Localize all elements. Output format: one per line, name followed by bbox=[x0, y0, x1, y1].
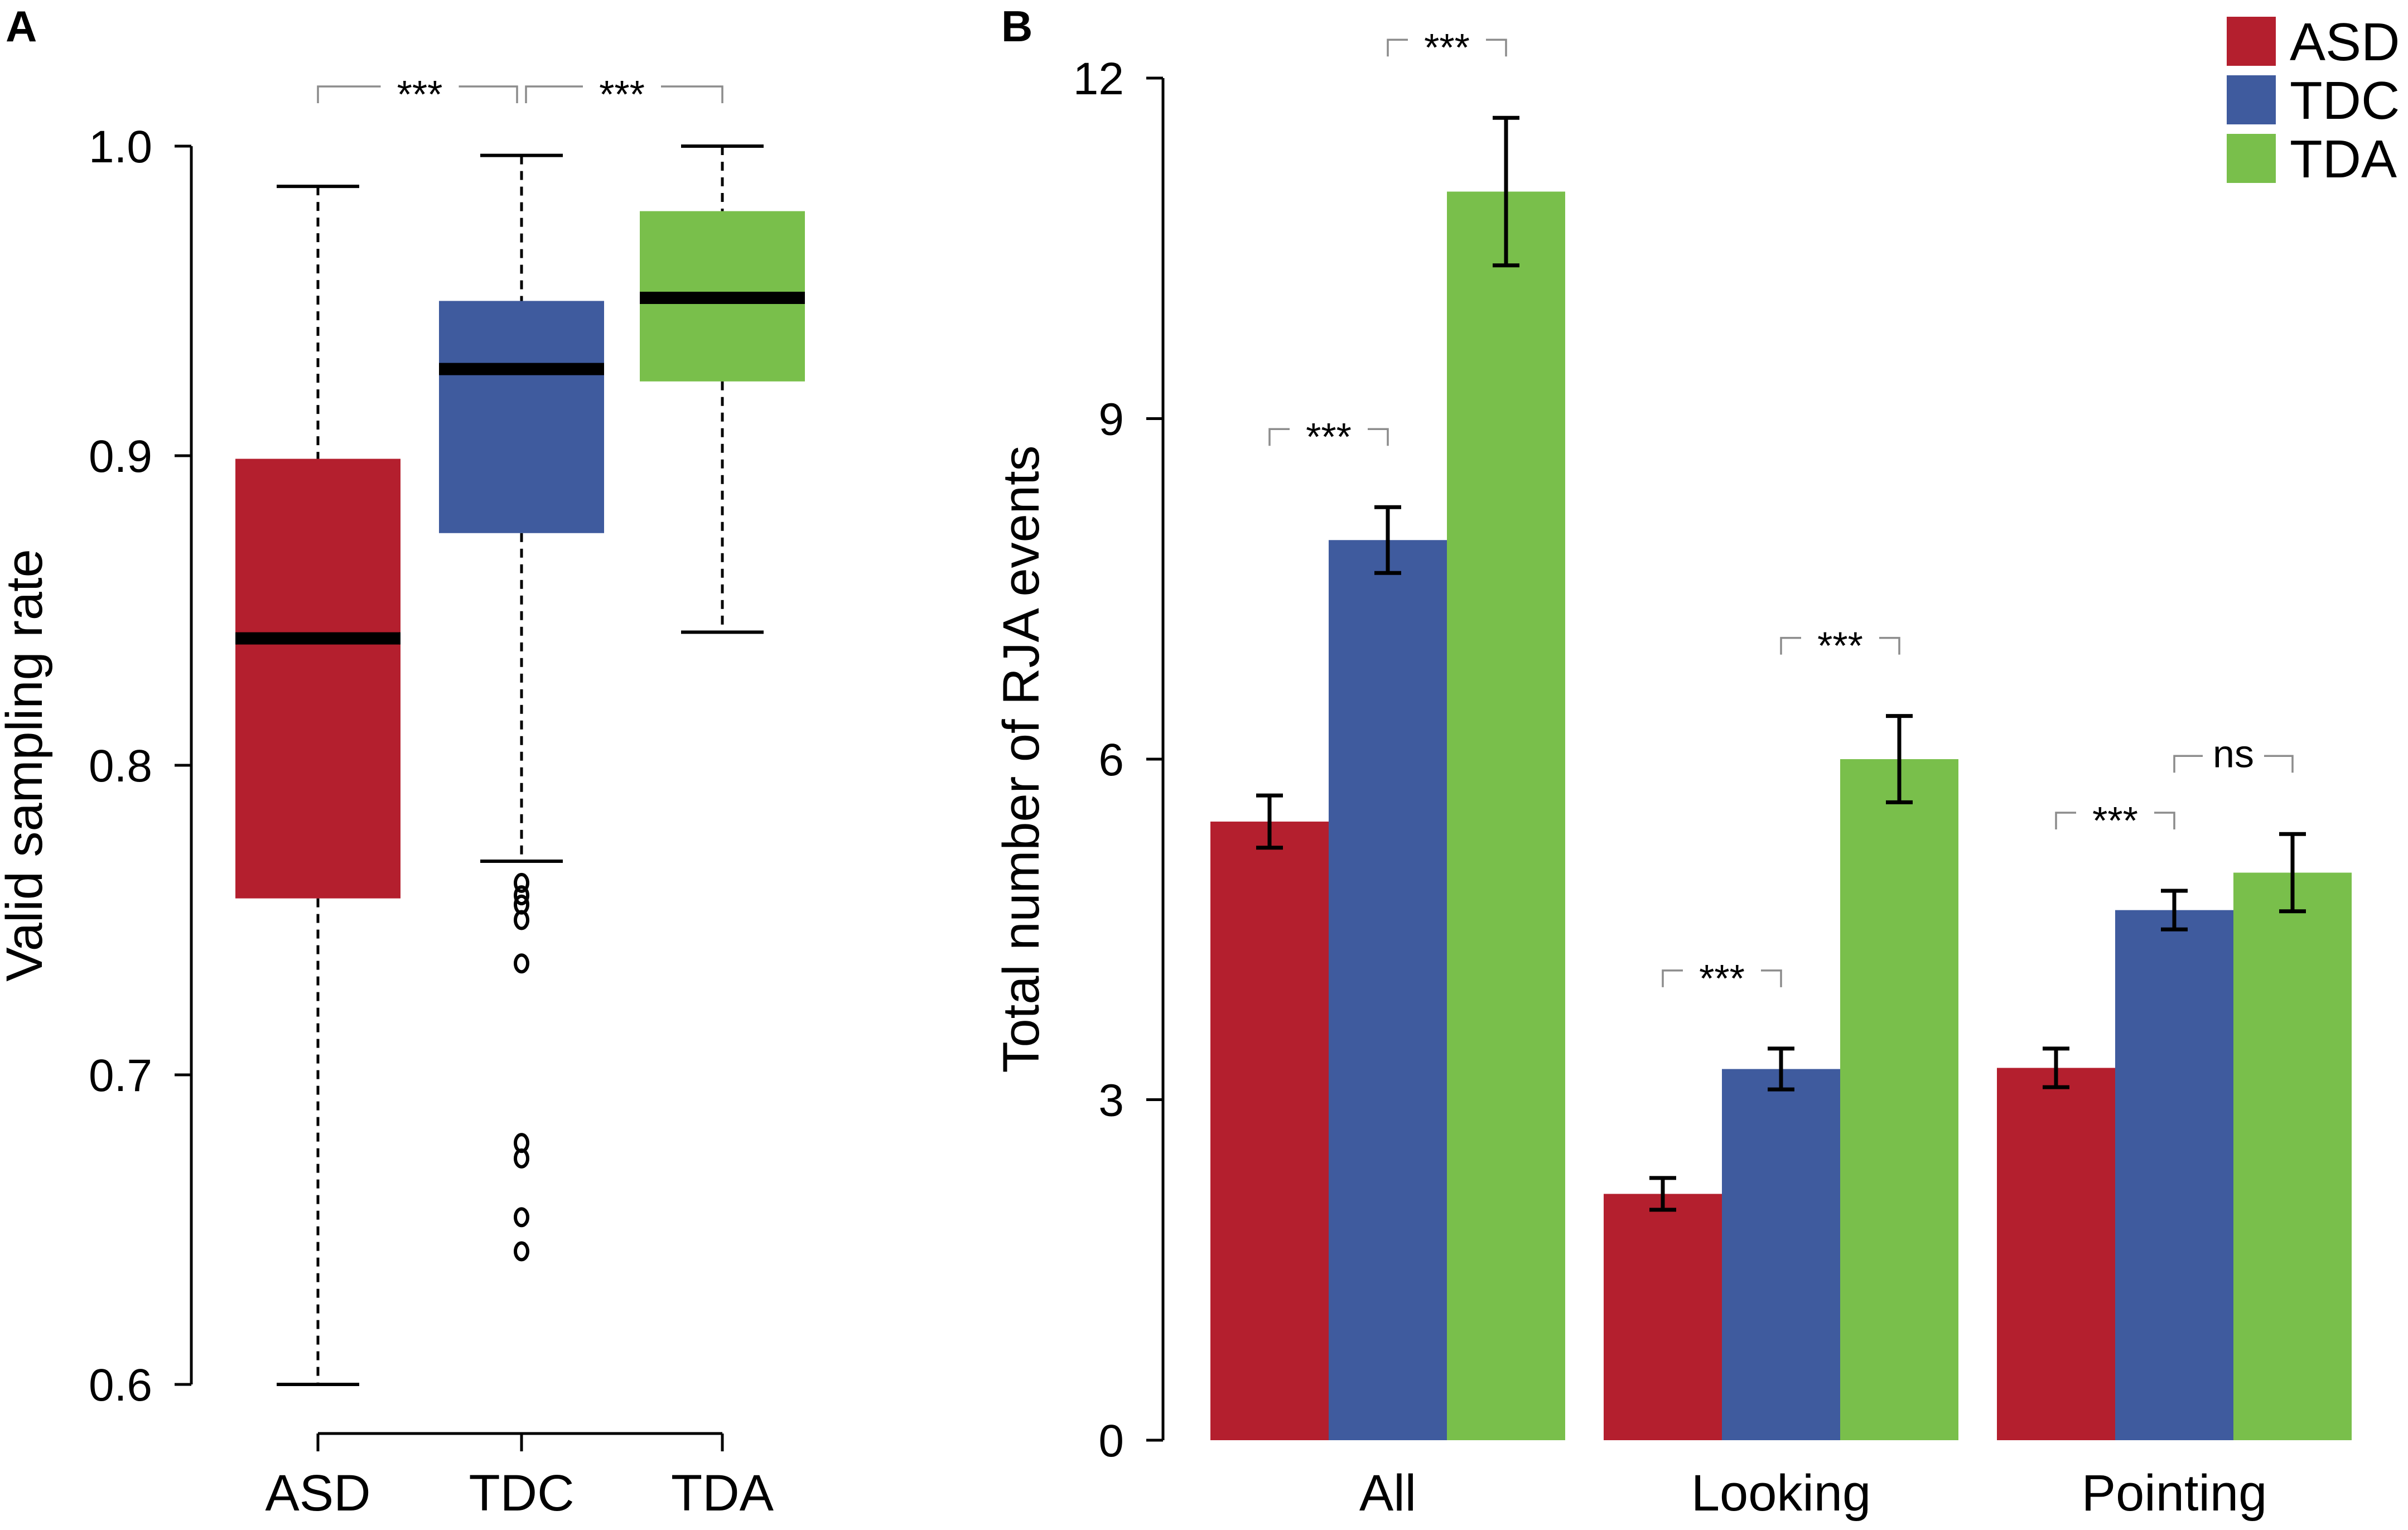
significance-label: *** bbox=[1306, 415, 1352, 458]
significance-label: *** bbox=[599, 73, 645, 116]
panel-a-boxplot: A 0.6 0.7 0.8 0.9 1.0 Valid sampling rate ASD TD… bbox=[0, 2, 805, 1522]
significance-bracket bbox=[1662, 969, 1782, 987]
significance-bracket bbox=[2055, 812, 2175, 830]
error-bar-tdc bbox=[1374, 505, 1401, 575]
x-tick-label: ASD bbox=[265, 1465, 370, 1522]
y-tick-label: 3 bbox=[1098, 1075, 1124, 1126]
y-tick-label: 0.9 bbox=[89, 431, 152, 482]
error-bar-asd bbox=[1649, 1176, 1676, 1212]
error-bar-tdc bbox=[1768, 1046, 1794, 1092]
y-tick-label: 0.6 bbox=[89, 1360, 152, 1411]
y-tick-label: 6 bbox=[1098, 735, 1124, 785]
error-bar-asd bbox=[1256, 793, 1283, 850]
y-tick-label: 0.8 bbox=[89, 741, 152, 791]
bar-asd bbox=[1997, 1068, 2115, 1440]
outlier-point bbox=[514, 1207, 529, 1228]
bar-asd bbox=[1604, 1194, 1722, 1440]
legend-swatch-tda bbox=[2227, 134, 2276, 183]
y-tick-label: 0 bbox=[1098, 1416, 1124, 1466]
legend-label: TDA bbox=[2290, 129, 2397, 189]
y-tick-label: 9 bbox=[1098, 394, 1124, 445]
outlier-point bbox=[514, 872, 529, 893]
error-bar-tda bbox=[2279, 832, 2306, 914]
error-bar-tda bbox=[1493, 115, 1519, 268]
outlier-point bbox=[514, 910, 529, 930]
y-tick-label: 12 bbox=[1073, 54, 1124, 104]
bar-tda bbox=[1447, 191, 1565, 1440]
legend-swatch-asd bbox=[2227, 17, 2276, 66]
x-tick-label: Looking bbox=[1691, 1465, 1871, 1522]
legend-swatch-tdc bbox=[2227, 75, 2276, 124]
y-axis-title: Total number of RJA events bbox=[993, 445, 1050, 1073]
legend-label: ASD bbox=[2290, 12, 2400, 72]
y-tick-label: 1.0 bbox=[89, 122, 152, 172]
x-tick-label: TDA bbox=[671, 1465, 774, 1522]
x-tick-label: All bbox=[1359, 1465, 1416, 1522]
significance-bracket bbox=[525, 85, 723, 103]
error-bar-tdc bbox=[2161, 889, 2188, 931]
bar-tdc bbox=[2115, 910, 2233, 1440]
outlier-point bbox=[514, 885, 529, 906]
box-tdc bbox=[439, 301, 604, 533]
error-bar-tda bbox=[1886, 714, 1913, 804]
bar-tda bbox=[1840, 759, 1958, 1440]
significance-label: *** bbox=[1817, 624, 1863, 668]
bar-tdc bbox=[1329, 540, 1447, 1440]
outlier-point bbox=[514, 1148, 529, 1169]
significance-bracket bbox=[1387, 38, 1507, 57]
x-tick-label: TDC bbox=[469, 1465, 574, 1522]
y-tick-label: 0.7 bbox=[89, 1050, 152, 1101]
significance-bracket bbox=[1780, 636, 1900, 655]
panel-b-bar-chart: B 0 3 6 9 12 Total number of RJA events All Look… bbox=[993, 2, 2400, 1522]
bar-tdc bbox=[1722, 1069, 1840, 1440]
significance-bracket bbox=[1268, 428, 1389, 446]
panel-letter-a: A bbox=[6, 2, 37, 51]
bar-tda bbox=[2233, 872, 2352, 1440]
bar-asd bbox=[1210, 821, 1329, 1440]
significance-label: *** bbox=[2092, 799, 2138, 842]
significance-label: *** bbox=[1699, 957, 1745, 1000]
significance-bracket bbox=[2173, 755, 2294, 773]
panel-letter-b: B bbox=[1001, 2, 1032, 51]
y-axis-title: Valid sampling rate bbox=[0, 549, 53, 982]
significance-label: *** bbox=[397, 73, 443, 116]
outlier-point bbox=[514, 953, 529, 974]
legend-label: TDC bbox=[2290, 71, 2400, 131]
x-tick-label: Pointing bbox=[2082, 1465, 2267, 1522]
significance-label: ns bbox=[2213, 732, 2254, 775]
significance-bracket bbox=[317, 85, 518, 103]
outlier-point bbox=[514, 1241, 529, 1262]
significance-label: *** bbox=[1424, 26, 1470, 69]
error-bar-asd bbox=[2043, 1046, 2069, 1089]
box-asd bbox=[235, 458, 400, 899]
